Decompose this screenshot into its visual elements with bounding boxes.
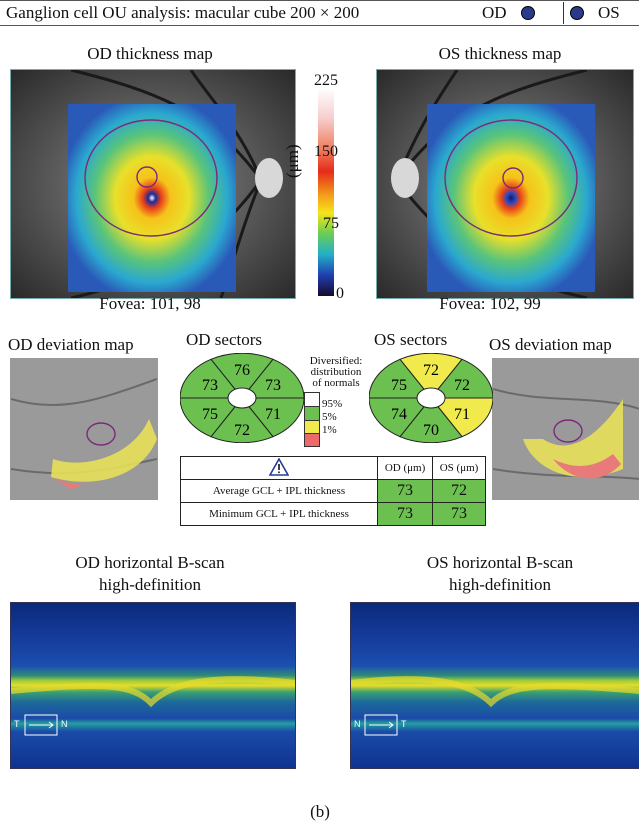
os-sector-val-4: 74 [391, 406, 407, 423]
os-sector-val-2: 71 [454, 406, 470, 423]
legend-label-95: 95% [322, 398, 343, 410]
row-label-average: Average GCL + IPL thickness [180, 479, 378, 503]
legend-swatch-yellow [304, 421, 320, 434]
legend-swatches [304, 392, 320, 447]
os-fovea-label: Fovea: 102, 99 [439, 294, 541, 313]
os-sector-inferior-nasal [369, 397, 433, 438]
eye-separator [563, 2, 564, 24]
table-row: Minimum GCL + IPL thickness 73 73 [180, 502, 486, 526]
os-bscan-right-orient: T [401, 719, 407, 729]
os-bscan-title-1: OS horizontal B-scan [426, 553, 574, 572]
od-bscan-title-2: high-definition [99, 575, 201, 594]
od-sector-val-1: 73 [265, 377, 281, 394]
od-eye-text: OD [482, 3, 507, 22]
od-sector-val-2: 71 [265, 406, 281, 423]
scale-tick-225: 225 [314, 72, 338, 89]
report-title: Ganglion cell OU analysis: macular cube … [6, 3, 360, 22]
od-fovea-label: Fovea: 101, 98 [99, 294, 201, 313]
os-sector-val-5: 75 [391, 377, 407, 394]
table-header-row: OD (μm) OS (μm) [180, 456, 486, 480]
os-sectors-title: OS sectors [374, 330, 448, 349]
table-row: Average GCL + IPL thickness 73 72 [180, 479, 486, 503]
od-sector-inferior [210, 397, 274, 443]
os-sector-chart: 72 72 71 70 74 75 [369, 353, 493, 443]
average-od-value: 73 [376, 479, 434, 503]
os-sector-inferior [399, 397, 463, 443]
legend-label-1: 1% [322, 424, 337, 436]
od-thickness-map [10, 69, 296, 299]
legend-title-line-1: Diversified: [309, 355, 363, 367]
os-deviation-title: OS deviation map [489, 335, 612, 354]
od-bscan-title-1: OD horizontal B-scan [75, 553, 225, 572]
scale-tick-150: 150 [314, 143, 338, 160]
legend-title: Diversified: distribution of normals [300, 356, 372, 389]
os-sector-val-1: 72 [454, 377, 470, 394]
legend-title-line-3: of normals [312, 377, 360, 389]
os-bscan-image: N T [350, 602, 639, 769]
figure-caption: (b) [310, 802, 330, 821]
header-bar [0, 0, 639, 26]
od-sector-val-5: 73 [202, 377, 218, 394]
col-header-od: OD (μm) [376, 456, 434, 480]
minimum-os-value: 73 [432, 502, 486, 526]
os-thickness-title: OS thickness map [438, 44, 562, 63]
os-bscan-title-2: high-definition [449, 575, 551, 594]
legend-title-line-2: distribution [310, 366, 362, 378]
od-sector-inferior-temporal [180, 397, 244, 438]
thickness-color-scale [318, 88, 334, 296]
od-bscan-image: T N [10, 602, 296, 769]
os-thickness-map [376, 69, 634, 299]
od-deviation-map [10, 358, 158, 500]
legend-swatch-red [304, 434, 320, 447]
legend-swatch-green [304, 407, 320, 421]
os-sector-val-0: 72 [423, 362, 439, 379]
od-bscan-right-orient: N [61, 719, 68, 729]
os-eye-text: OS [598, 3, 620, 22]
od-sector-superior [210, 353, 274, 399]
od-sector-superior-nasal [240, 358, 304, 399]
legend-label-5: 5% [322, 411, 337, 423]
minimum-od-value: 73 [376, 502, 434, 526]
scale-unit: (μm) [283, 144, 302, 178]
od-sector-val-0: 76 [234, 362, 250, 379]
od-sector-chart: 76 73 71 72 75 73 [180, 353, 304, 443]
od-bscan-left-orient: T [14, 719, 20, 729]
scale-tick-75: 75 [323, 215, 339, 232]
os-sector-superior-nasal [369, 358, 433, 399]
col-header-os: OS (μm) [432, 456, 486, 480]
od-sectors-title: OD sectors [186, 330, 263, 349]
od-thickness-title: OD thickness map [87, 44, 213, 63]
os-sector-superior-temporal [429, 358, 493, 399]
row-label-minimum: Minimum GCL + IPL thickness [180, 502, 378, 526]
legend-swatch-white [304, 392, 320, 407]
od-eye-dot-icon [521, 6, 535, 20]
scale-tick-0: 0 [336, 285, 344, 302]
od-sector-superior-temporal [180, 358, 244, 399]
os-sector-inferior-temporal [429, 397, 493, 438]
gcl-ipl-table: OD (μm) OS (μm) Average GCL + IPL thickn… [180, 456, 486, 526]
os-deviation-map [492, 358, 639, 500]
average-os-value: 72 [432, 479, 486, 503]
os-sector-val-3: 70 [423, 422, 439, 439]
os-sector-superior [399, 353, 463, 399]
os-eye-dot-icon [570, 6, 584, 25]
od-eye-label: OD [482, 3, 535, 23]
od-sector-val-4: 75 [202, 406, 218, 423]
warning-triangle-icon [268, 456, 290, 476]
od-sector-inferior-nasal [240, 397, 304, 438]
os-bscan-left-orient: N [354, 719, 361, 729]
od-deviation-title: OD deviation map [8, 335, 134, 354]
od-sector-val-3: 72 [234, 422, 250, 439]
warning-cell [180, 456, 378, 480]
